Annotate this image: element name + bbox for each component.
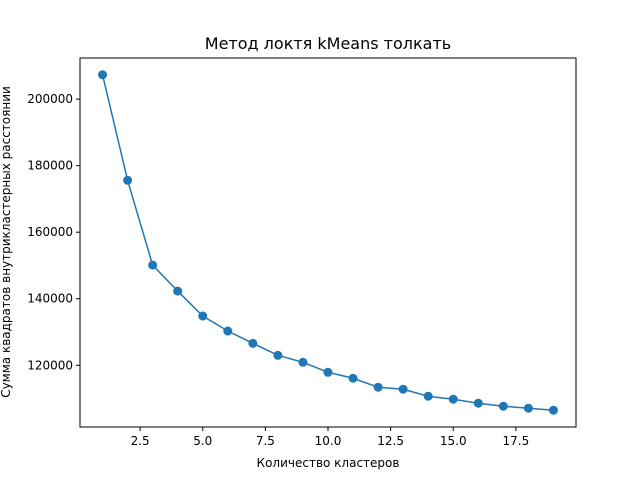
x-tick-label: 5.0	[193, 434, 212, 448]
data-point-marker	[473, 398, 483, 408]
data-point-marker	[348, 373, 358, 383]
data-point-marker	[223, 326, 233, 336]
data-point-marker	[323, 367, 333, 377]
x-tick-label: 15.0	[440, 434, 467, 448]
x-tick-label: 7.5	[256, 434, 275, 448]
x-tick-label: 12.5	[377, 434, 404, 448]
data-point-marker	[373, 382, 383, 392]
y-tick-label: 140000	[27, 292, 73, 306]
data-point-marker	[548, 405, 558, 415]
data-point-marker	[498, 401, 508, 411]
x-tick-label: 17.5	[503, 434, 530, 448]
x-tick-label: 10.0	[315, 434, 342, 448]
data-point-marker	[448, 394, 458, 404]
plot-background	[80, 58, 576, 427]
data-point-marker	[173, 286, 183, 296]
data-point-marker	[523, 403, 533, 413]
y-tick-label: 200000	[27, 92, 73, 106]
data-point-marker	[423, 391, 433, 401]
data-point-marker	[298, 357, 308, 367]
data-point-marker	[398, 384, 408, 394]
x-axis-label: Количество кластеров	[257, 456, 400, 470]
y-tick-label: 160000	[27, 225, 73, 239]
data-point-marker	[123, 175, 133, 185]
data-point-marker	[273, 350, 283, 360]
x-tick-label: 2.5	[131, 434, 150, 448]
data-point-marker	[148, 260, 158, 270]
y-axis-label: Сумма квадратов внутрикластерных расстоя…	[0, 86, 13, 398]
y-tick-label: 120000	[27, 358, 73, 372]
y-axis-ticks: 120000 140000 160000 180000 200000	[27, 92, 80, 372]
data-point-marker	[98, 70, 108, 80]
plot-area	[79, 57, 577, 428]
chart-title: Метод локтя kMeans толкать	[205, 34, 451, 53]
data-point-marker	[248, 338, 258, 348]
y-tick-label: 180000	[27, 159, 73, 173]
series-line	[98, 70, 558, 415]
x-axis-ticks: 2.5 5.0 7.5 10.0 12.5 15.0 17.5	[131, 427, 530, 448]
data-point-marker	[198, 311, 208, 321]
